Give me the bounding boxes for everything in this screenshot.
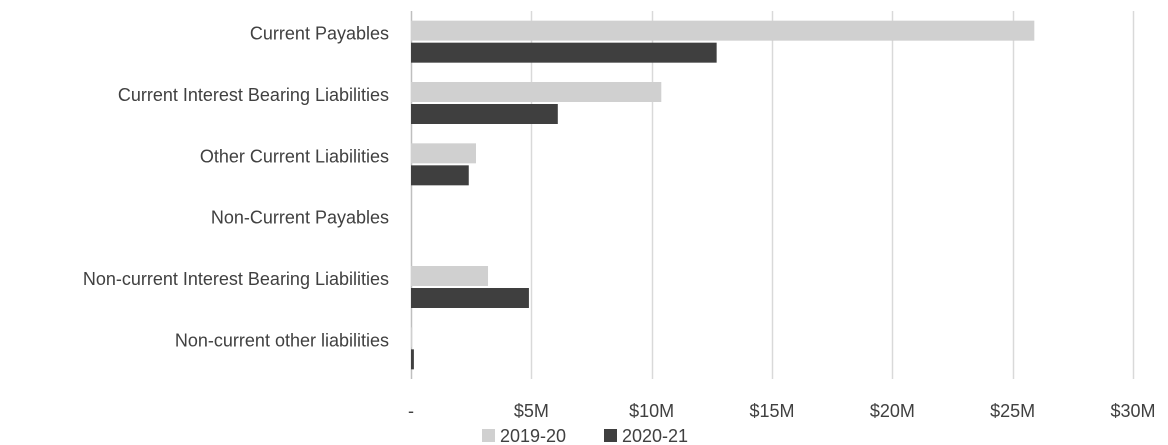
bar-2019-20-4	[411, 266, 489, 286]
bar-2019-20-5	[411, 327, 413, 348]
category-labels: Current Payables Current Interest Bearing…	[83, 24, 389, 351]
category-label: Current Interest Bearing Liabilities	[118, 85, 389, 105]
x-tick-label: $15M	[749, 401, 794, 421]
x-tick-label: $10M	[629, 401, 674, 421]
category-label: Non-Current Payables	[211, 208, 389, 228]
legend-label: 2019-20	[500, 426, 566, 445]
bar-2019-20-2	[411, 143, 476, 164]
legend-swatch-2020-21	[604, 429, 617, 442]
bar-2020-21-2	[411, 165, 469, 186]
category-label: Current Payables	[250, 24, 389, 44]
category-label: Other Current Liabilities	[200, 146, 389, 166]
bar-2020-21-5	[411, 349, 414, 370]
gridlines	[410, 11, 1135, 379]
bar-2019-20-1	[411, 82, 662, 102]
x-tick-label: $25M	[990, 401, 1035, 421]
bar-2020-21-1	[411, 104, 558, 124]
x-tick-label: $5M	[514, 401, 549, 421]
x-tick-label: $20M	[870, 401, 915, 421]
category-label: Non-current other liabilities	[175, 330, 389, 350]
bars	[411, 20, 1035, 370]
x-tick-label: $30M	[1110, 401, 1155, 421]
category-label: Non-current Interest Bearing Liabilities	[83, 269, 389, 289]
x-tick-label: -	[408, 401, 414, 421]
legend-label: 2020-21	[622, 426, 688, 445]
legend-swatch-2019-20	[482, 429, 495, 442]
bar-2019-20-0	[411, 20, 1035, 41]
x-tick-labels: - $5M $10M $15M $20M $25M $30M	[408, 401, 1156, 421]
bar-2020-21-0	[411, 42, 717, 63]
bar-2020-21-4	[411, 288, 529, 308]
legend: 2019-20 2020-21	[482, 426, 688, 445]
